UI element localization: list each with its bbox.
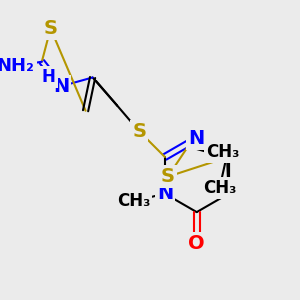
Text: H: H bbox=[42, 68, 56, 86]
Text: N: N bbox=[157, 184, 173, 203]
Text: CH₃: CH₃ bbox=[117, 192, 150, 210]
Text: S: S bbox=[44, 19, 58, 38]
Text: CH₃: CH₃ bbox=[206, 142, 239, 160]
Text: N: N bbox=[189, 129, 205, 148]
Text: S: S bbox=[161, 167, 175, 186]
Text: O: O bbox=[188, 234, 205, 253]
Text: CH₃: CH₃ bbox=[203, 179, 236, 197]
Text: S: S bbox=[132, 122, 146, 141]
Text: NH₂: NH₂ bbox=[0, 57, 34, 75]
Text: N: N bbox=[53, 77, 69, 96]
